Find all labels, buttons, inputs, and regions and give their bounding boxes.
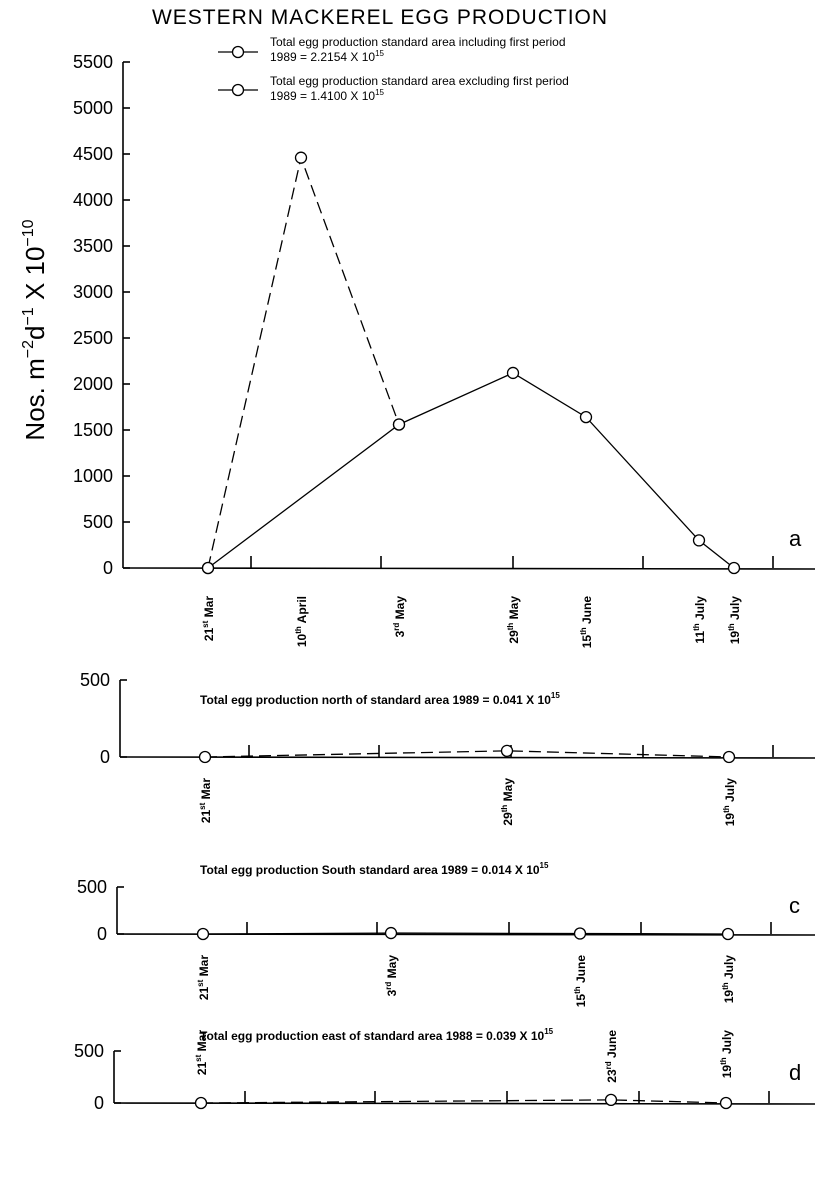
panel-a-letter: a [789, 526, 802, 551]
data-point-c-0-21st-mar [196, 927, 210, 941]
panel-d-annotation: Total egg production east of standard ar… [200, 1027, 554, 1043]
chart-title: WESTERN MACKEREL EGG PRODUCTION [152, 6, 608, 29]
x-tick-label-b-19th-july: 19th July [722, 778, 737, 827]
x-tick-label-a-29th-may: 29th May [506, 596, 521, 644]
legend-text-excluding-line1: Total egg production standard area exclu… [270, 74, 569, 88]
data-point-a-0-10th-april [294, 151, 308, 164]
legend-marker-excluding [231, 83, 245, 97]
panel-a: 0 500 1000 1500 2000 2500 3000 3500 4000 4500 5000… [73, 52, 816, 649]
y-tick-label-a-2000: 2000 [73, 374, 113, 394]
y-tick-label-d-0: 0 [94, 1093, 104, 1113]
series-line-c-0 [202, 932, 729, 935]
y-tick-label-c-500: 500 [77, 877, 107, 897]
legend-marker-including [231, 45, 245, 59]
data-point-a-1-11th-july [692, 534, 706, 547]
panel-b-annotation: Total egg production north of standard a… [200, 691, 560, 707]
x-axis-b [119, 756, 816, 759]
y-tick-label-a-1000: 1000 [73, 466, 113, 486]
legend-text-excluding-line2: 1989 = 1.4100 X 1015 [270, 88, 385, 103]
data-point-a-1-21st-mar [201, 561, 215, 575]
x-axis-a [122, 567, 816, 570]
panel-d: 0 500 21st Mar 23rd June 19th July [74, 1030, 816, 1113]
y-tick-label-a-3500: 3500 [73, 236, 113, 256]
data-point-a-1-3rd-may [392, 418, 406, 431]
x-tick-label-a-11th-july: 11th July [692, 596, 707, 644]
data-point-b-0-21st-mar [198, 750, 212, 764]
panel-c-letter: c [789, 893, 800, 918]
data-point-d-0-23rd-june [604, 1093, 618, 1107]
legend-text-including-line1: Total egg production standard area inclu… [270, 35, 566, 49]
y-tick-label-a-3000: 3000 [73, 282, 113, 302]
x-tick-label-c-21st-mar: 21st Mar [196, 955, 211, 1000]
x-tick-label-d-23rd-june: 23rd June [604, 1030, 619, 1083]
y-tick-label-a-0: 0 [103, 558, 113, 578]
x-tick-label-a-10th-april: 10th April [294, 596, 309, 647]
series-line-a-1 [207, 372, 735, 569]
series-line-d-0 [200, 1099, 727, 1104]
y-tick-label-c-0: 0 [97, 924, 107, 944]
x-tick-label-a-21st-mar: 21st Mar [201, 596, 216, 641]
y-tick-label-a-4000: 4000 [73, 190, 113, 210]
y-axis-label: Nos. m−2d−1 X 10−10 [20, 219, 50, 440]
data-point-c-0-15th-june [573, 927, 587, 940]
x-tick-label-d-19th-july: 19th July [719, 1030, 734, 1079]
x-tick-label-c-15th-june: 15th June [573, 955, 588, 1008]
data-point-b-0-29th-may [500, 744, 514, 757]
panel-c: 0 500 21st Mar 3rd May 15th June 19th July [77, 877, 816, 1008]
x-tick-label-b-29th-may: 29th May [500, 778, 515, 826]
data-point-a-1-15th-june [579, 410, 593, 424]
panel-d-letter: d [789, 1060, 801, 1085]
series-line-a-0 [207, 155, 400, 569]
y-tick-label-a-2500: 2500 [73, 328, 113, 348]
data-point-d-0-19th-july [719, 1096, 733, 1110]
x-tick-label-d-21st-mar: 21st Mar [194, 1030, 209, 1075]
x-tick-label-a-19th-july: 19th July [727, 596, 742, 645]
y-tick-label-d-500: 500 [74, 1041, 104, 1061]
x-tick-label-c-19th-july: 19th July [721, 955, 736, 1004]
panel-c-annotation: Total egg production South standard area… [200, 861, 549, 877]
x-tick-label-b-21st-mar: 21st Mar [198, 778, 213, 823]
x-tick-label-a-3rd-may: 3rd May [392, 596, 407, 638]
y-tick-label-a-5500: 5500 [73, 52, 113, 72]
x-tick-label-c-3rd-may: 3rd May [384, 955, 399, 997]
y-tick-label-b-500: 500 [80, 670, 110, 690]
series-line-b-0 [204, 750, 730, 758]
data-point-b-0-19th-july [722, 750, 736, 764]
y-tick-label-b-0: 0 [100, 747, 110, 767]
data-point-d-0-21st-mar [194, 1096, 208, 1110]
y-tick-label-a-1500: 1500 [73, 420, 113, 440]
y-tick-label-a-5000: 5000 [73, 98, 113, 118]
data-point-a-1-29th-may [506, 366, 520, 380]
data-point-c-0-19th-july [721, 927, 735, 941]
panel-b: 0 500 21st Mar 29th May 19th July [80, 670, 816, 827]
legend: Total egg production standard area inclu… [218, 35, 569, 103]
legend-text-including-line2: 1989 = 2.2154 X 1015 [270, 49, 385, 64]
data-point-a-1-19th-july [727, 561, 741, 575]
data-point-c-0-3rd-may [384, 926, 398, 940]
y-tick-label-a-500: 500 [83, 512, 113, 532]
x-tick-label-a-15th-june: 15th June [579, 596, 594, 649]
y-tick-label-a-4500: 4500 [73, 144, 113, 164]
